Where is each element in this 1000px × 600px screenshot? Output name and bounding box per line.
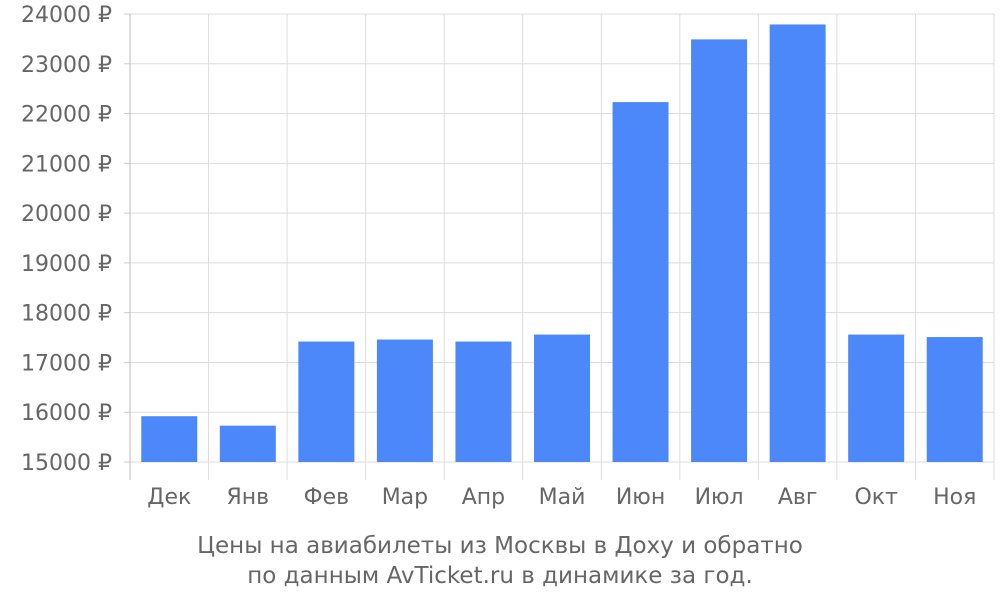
bar-5 [455,341,512,462]
x-tick-label: Мар [382,485,428,510]
bar-2 [219,425,276,462]
bar-11 [926,337,983,462]
chart-caption-line-1: Цены на авиабилеты из Москвы в Доху и об… [197,533,803,559]
bar-4 [376,339,433,462]
bar-6 [534,334,590,462]
y-tick-label: 22000 ₽ [21,103,112,128]
x-tick-label: Июн [616,485,665,510]
x-tick-label: Май [539,485,586,510]
chart-caption-line-2: по данным AvTicket.ru в динамике за год. [247,563,753,589]
x-tick-label: Дек [147,485,191,510]
y-tick-label: 20000 ₽ [21,202,112,227]
y-tick-label: 24000 ₽ [21,3,112,28]
y-tick-label: 15000 ₽ [21,451,112,476]
x-tick-label: Окт [854,485,898,510]
y-tick-label: 17000 ₽ [21,351,112,376]
x-tick-label: Июл [695,485,744,510]
bar-9 [769,24,826,462]
bar-7 [612,102,669,463]
x-tick-label: Янв [226,485,269,510]
y-tick-label: 23000 ₽ [21,53,112,78]
y-tick-label: 16000 ₽ [21,401,112,426]
x-tick-label: Авг [778,485,818,510]
x-tick-label: Апр [462,485,505,510]
x-tick-label: Фев [304,485,349,510]
bar-10 [848,334,905,462]
x-tick-label: Ноя [933,485,976,510]
y-tick-label: 21000 ₽ [21,152,112,177]
bar-8 [691,39,748,463]
bar-1 [141,416,198,462]
y-tick-label: 19000 ₽ [21,252,112,277]
y-tick-label: 18000 ₽ [21,302,112,327]
bar-3 [298,341,355,462]
